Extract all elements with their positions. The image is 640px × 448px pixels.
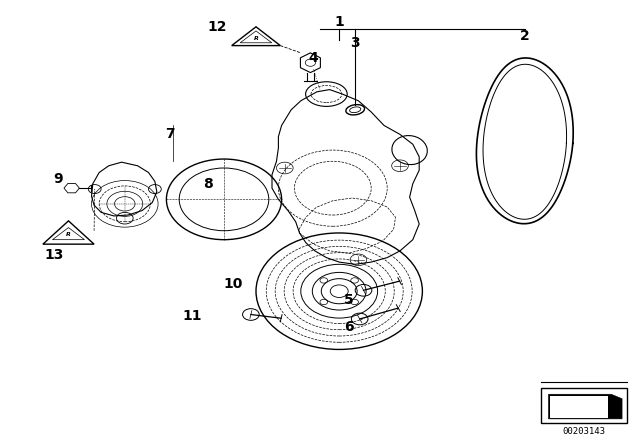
Text: 7: 7 xyxy=(164,127,175,142)
Text: 10: 10 xyxy=(224,277,243,292)
Text: 5: 5 xyxy=(344,293,354,307)
Text: 00203143: 00203143 xyxy=(563,427,605,436)
Bar xyxy=(541,388,627,423)
Polygon shape xyxy=(548,394,622,419)
Text: R: R xyxy=(253,35,259,41)
Text: 13: 13 xyxy=(45,248,64,263)
Text: 8: 8 xyxy=(203,177,213,191)
Text: 9: 9 xyxy=(52,172,63,186)
Text: 1: 1 xyxy=(334,15,344,30)
Text: 4: 4 xyxy=(308,51,319,65)
Polygon shape xyxy=(550,396,608,418)
Text: 3: 3 xyxy=(350,35,360,50)
Text: 12: 12 xyxy=(208,20,227,34)
Text: 2: 2 xyxy=(520,29,530,43)
Text: 11: 11 xyxy=(182,309,202,323)
Text: 6: 6 xyxy=(344,320,354,334)
Text: R: R xyxy=(66,232,71,237)
